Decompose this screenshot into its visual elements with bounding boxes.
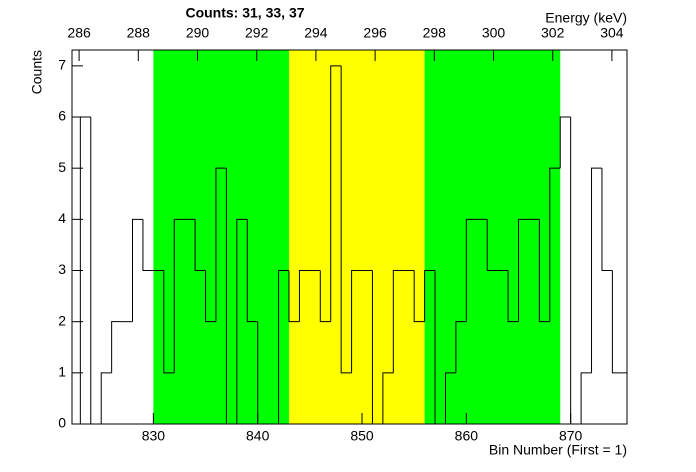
histogram-bin bbox=[392, 270, 404, 373]
histogram-bin bbox=[215, 167, 227, 322]
x2-tick-label: 300 bbox=[482, 25, 506, 41]
histogram-bin bbox=[371, 270, 383, 424]
histogram-bin bbox=[132, 218, 143, 322]
histogram-bin bbox=[507, 270, 519, 323]
chart-title: Counts: 31, 33, 37 bbox=[185, 5, 304, 21]
histogram-bin bbox=[340, 65, 352, 374]
band bbox=[288, 50, 425, 424]
histogram-bin bbox=[90, 117, 102, 424]
histogram-bin bbox=[538, 219, 550, 323]
histogram-bin bbox=[298, 270, 310, 322]
histogram-bin bbox=[319, 270, 331, 323]
x2-tick-label: 298 bbox=[423, 25, 447, 41]
x-tick-label: 860 bbox=[455, 428, 479, 444]
y-axis-label: Counts bbox=[29, 50, 45, 94]
y-tick-label: 3 bbox=[58, 261, 66, 277]
x2-tick-label: 292 bbox=[245, 25, 269, 41]
histogram-bin bbox=[205, 270, 216, 323]
y-tick-label: 4 bbox=[58, 210, 66, 226]
histogram-bin bbox=[163, 270, 175, 374]
y-tick-label: 7 bbox=[58, 57, 66, 73]
histogram-bin bbox=[549, 167, 561, 322]
x2-axis-label: Energy (keV) bbox=[545, 10, 627, 26]
x2-tick-label: 288 bbox=[127, 25, 151, 41]
histogram-bin bbox=[142, 219, 154, 272]
x-tick-label: 850 bbox=[350, 428, 374, 444]
histogram-bin bbox=[559, 116, 571, 169]
x2-tick-label: 302 bbox=[541, 25, 565, 41]
frame bbox=[71, 49, 628, 425]
x2-tick-label: 296 bbox=[363, 25, 387, 41]
histogram-bin bbox=[111, 321, 123, 373]
histogram-bin bbox=[173, 218, 185, 373]
band bbox=[424, 50, 561, 424]
histogram-bin bbox=[455, 321, 467, 373]
x2-tick-label: 304 bbox=[600, 25, 624, 41]
y-tick-label: 2 bbox=[58, 312, 66, 328]
histogram-bin bbox=[330, 65, 342, 322]
x-tick-label: 870 bbox=[559, 428, 583, 444]
histogram-bin bbox=[413, 270, 425, 323]
histogram-bin bbox=[611, 270, 623, 374]
histogram-bin bbox=[580, 372, 592, 424]
histogram-bin bbox=[246, 219, 258, 323]
histogram-bin bbox=[225, 168, 237, 424]
bands bbox=[153, 50, 561, 424]
x-axis-label: Bin Number (First = 1) bbox=[489, 442, 627, 458]
histogram-bin bbox=[570, 117, 582, 424]
y-tick-label: 5 bbox=[58, 159, 66, 175]
histogram-bin bbox=[486, 219, 498, 272]
x2-tick-label: 286 bbox=[67, 25, 91, 41]
y-tick-label: 6 bbox=[58, 108, 66, 124]
histogram-bin bbox=[518, 218, 529, 322]
histogram-bin bbox=[382, 372, 394, 424]
x2-tick-label: 290 bbox=[186, 25, 210, 41]
x2-tick-label: 294 bbox=[304, 25, 328, 41]
histogram-bin bbox=[424, 270, 436, 322]
histogram-bin bbox=[278, 270, 289, 424]
histogram-bin bbox=[434, 270, 446, 424]
band bbox=[153, 50, 289, 424]
histogram-bin bbox=[601, 168, 613, 272]
histogram-bin bbox=[465, 218, 477, 322]
histogram-bin bbox=[444, 372, 456, 424]
y-tick-label: 0 bbox=[58, 415, 66, 431]
histogram-bin bbox=[591, 167, 602, 373]
histogram bbox=[72, 65, 627, 424]
histogram-bin bbox=[288, 270, 300, 323]
histogram-bin bbox=[100, 372, 112, 424]
y-tick-label: 1 bbox=[58, 364, 66, 380]
x-tick-label: 830 bbox=[142, 428, 166, 444]
histogram-bin bbox=[236, 218, 248, 424]
histogram-bin bbox=[194, 219, 206, 272]
histogram-bin bbox=[257, 321, 269, 424]
histogram-bin bbox=[351, 270, 363, 373]
x-tick-label: 840 bbox=[246, 428, 270, 444]
